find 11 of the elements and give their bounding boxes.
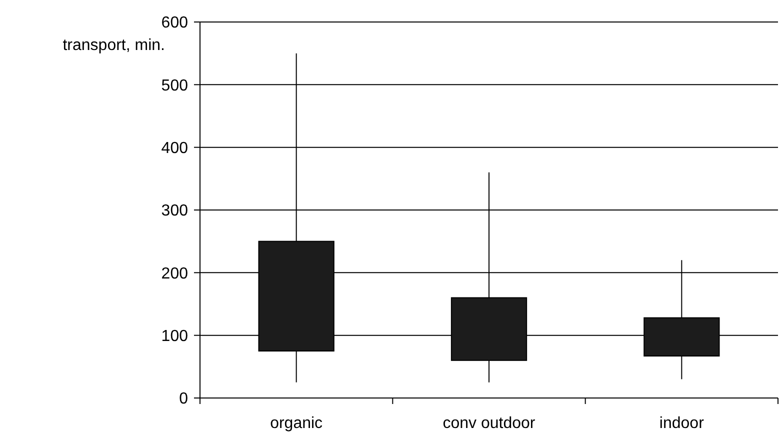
x-tick-label: conv outdoor	[442, 415, 536, 432]
x-tick-label: indoor	[659, 415, 705, 432]
x-tick-label: organic	[270, 415, 323, 432]
y-tick-label: 0	[179, 390, 188, 408]
y-tick-label: 600	[161, 14, 188, 32]
y-tick-label: 200	[161, 265, 188, 282]
y-tick-label: 300	[161, 202, 188, 220]
y-tick-label: 500	[161, 77, 188, 94]
y-axis-title: transport, min.	[62, 37, 165, 54]
y-tick-label: 400	[161, 140, 188, 157]
y-tick-label: 100	[161, 328, 188, 345]
